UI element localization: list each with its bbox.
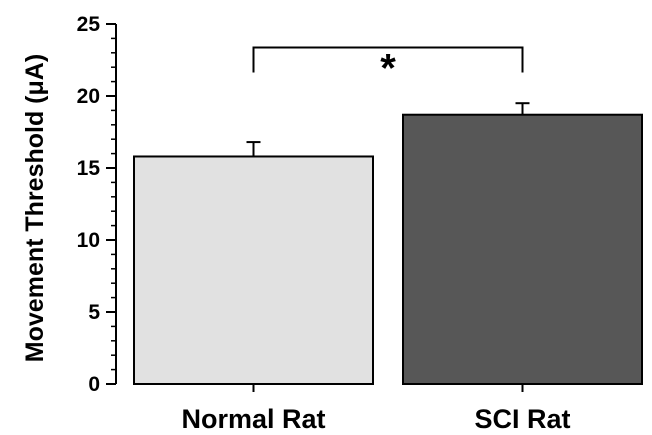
y-axis-title-group: Movement Threshold (μA)	[21, 54, 49, 362]
bars	[133, 102, 643, 392]
y-axis-title: Movement Threshold (μA)	[21, 54, 49, 362]
y-tick-label: 10	[77, 229, 100, 252]
y-axis: 0 5 10 15 20 25	[77, 13, 117, 396]
category-label: Normal Rat	[181, 404, 325, 434]
y-tick-label: 20	[77, 85, 100, 108]
y-tick-label: 0	[88, 373, 100, 396]
y-tick-label: 5	[88, 301, 100, 324]
bar-sci-rat	[402, 113, 643, 385]
bar-normal-rat	[133, 155, 374, 385]
significance-annotation: *	[252, 46, 524, 91]
significance-marker: *	[380, 47, 396, 91]
significance-bracket	[252, 46, 524, 73]
y-tick-label: 15	[77, 157, 101, 180]
category-label: SCI Rat	[474, 404, 570, 434]
y-tick-label: 25	[77, 13, 101, 36]
category-labels: Normal Rat SCI Rat	[181, 404, 570, 434]
